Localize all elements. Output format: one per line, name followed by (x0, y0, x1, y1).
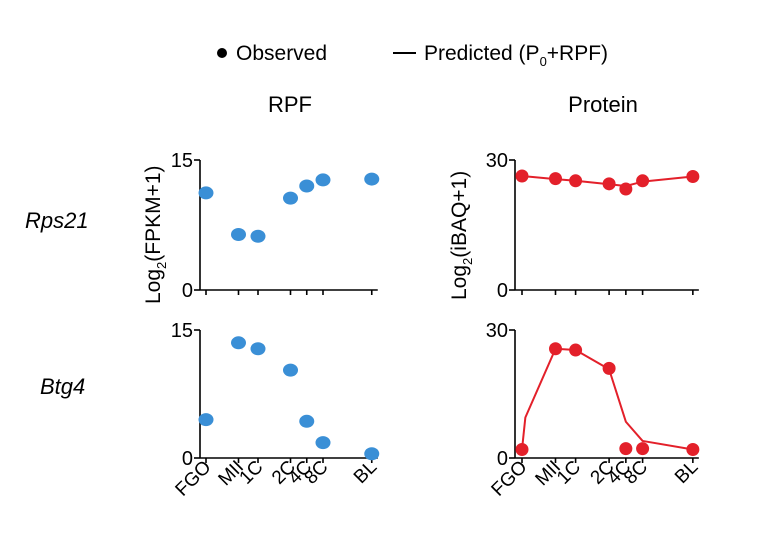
y-axis-title-rpf-sub: 2 (154, 262, 169, 269)
panel-rps21-rpf: 0 15 (171, 150, 380, 302)
observed-point-fgo (515, 442, 529, 456)
observed-point-mii (231, 336, 246, 350)
observed-point-fgo (198, 413, 214, 427)
observed-point-2c (602, 177, 616, 191)
observed-point-4c (299, 414, 315, 428)
observed-point-1c (569, 174, 583, 188)
x-tick-label-bl: BL (671, 457, 702, 488)
observed-point-fgo (515, 169, 529, 183)
y-axis-title-protein-suffix: (iBAQ+1) (448, 171, 471, 258)
legend-observed-marker (217, 48, 227, 58)
column-title-protein: Protein (568, 92, 638, 117)
y-axis-title-rpf-prefix: Log (142, 269, 165, 304)
observed-point-4c (299, 179, 315, 193)
observed-point-2c (283, 363, 298, 377)
x-tick-label-fgo: FGO (488, 457, 532, 501)
y-tick-label: 0 (182, 448, 193, 470)
y-tick-label: 0 (182, 280, 193, 302)
y-tick-label: 0 (497, 448, 508, 470)
observed-point-1c (250, 342, 266, 356)
y-axis-title-rpf-suffix: (FPKM+1) (142, 165, 165, 261)
x-tick-label-1c: 1C (236, 457, 268, 489)
observed-point-2c (602, 361, 616, 375)
x-tick-label-fgo: FGO (172, 457, 216, 501)
column-title-rpf: RPF (268, 92, 312, 117)
observed-point-8c (315, 173, 331, 187)
observed-point-mii (231, 228, 246, 242)
observed-point-mii (549, 172, 562, 186)
x-tick-label-1c: 1C (553, 457, 585, 489)
observed-point-1c (569, 343, 583, 357)
y-tick-label: 30 (486, 320, 508, 342)
legend-observed-label: Observed (236, 42, 327, 65)
observed-point-1c (250, 229, 266, 243)
observed-point-8c (636, 174, 650, 188)
y-axis-title-rpf: Log2(FPKM+1) (142, 165, 169, 304)
observed-point-bl (364, 447, 380, 461)
y-tick-label: 15 (171, 150, 193, 172)
observed-point-bl (686, 169, 700, 183)
legend-predicted-suffix: +RPF) (547, 42, 608, 65)
observed-point-4c (619, 442, 633, 456)
observed-point-8c (636, 442, 650, 456)
observed-point-bl (364, 172, 380, 186)
row-label-rps21: Rps21 (25, 208, 89, 233)
y-axis-title-protein-prefix: Log (448, 265, 471, 300)
observed-point-mii (549, 342, 562, 356)
legend-predicted-prefix: Predicted (P (424, 42, 540, 65)
observed-point-fgo (198, 186, 214, 200)
observed-point-4c (619, 182, 633, 196)
y-tick-label: 0 (497, 280, 508, 302)
x-tick-label-bl: BL (350, 457, 381, 488)
observed-point-2c (283, 191, 298, 205)
observed-point-8c (315, 436, 331, 450)
y-tick-label: 30 (486, 150, 508, 172)
y-axis-title-protein: Log2(iBAQ+1) (448, 171, 475, 300)
legend-predicted-label: Predicted (P0+RPF) (424, 42, 608, 69)
predicted-line (521, 347, 694, 451)
panel-rps21-protein: 0 30 (486, 150, 700, 302)
y-axis-title-protein-sub: 2 (460, 258, 475, 265)
y-tick-label: 15 (171, 320, 193, 342)
legend-predicted-sub: 0 (540, 54, 547, 69)
legend: Observed Predicted (P0+RPF) (217, 42, 608, 69)
row-label-btg4: Btg4 (40, 374, 85, 399)
observed-point-bl (686, 442, 700, 456)
